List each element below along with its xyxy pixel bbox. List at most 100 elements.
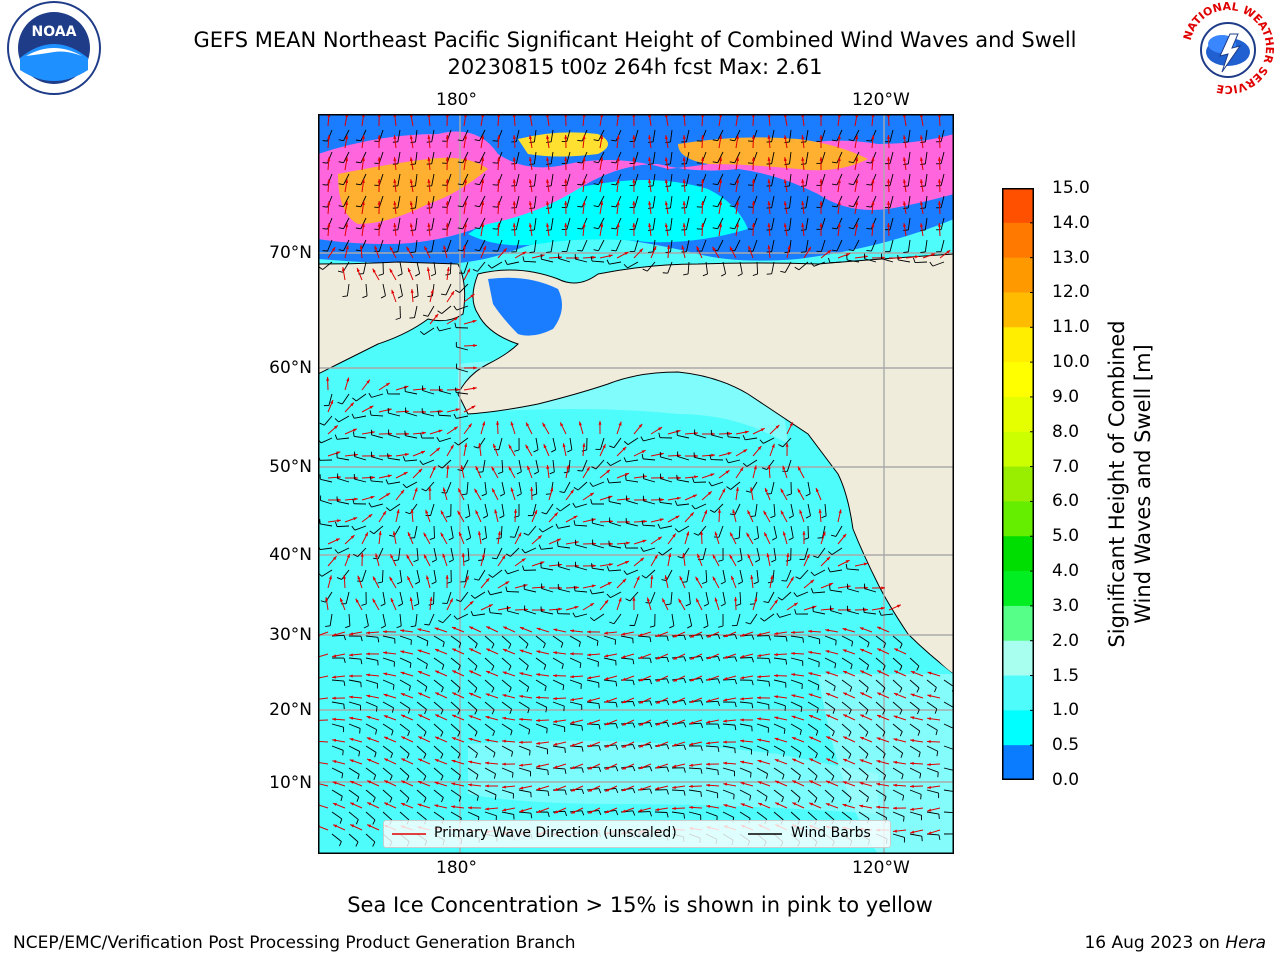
wind-barb-flag [454,441,459,446]
wave-direction-arrowhead [439,409,443,413]
wave-direction-arrowhead [457,510,461,515]
wind-barb-flag [420,433,423,439]
wind-barb [870,195,877,208]
wind-barb-flag [768,635,771,641]
wave-direction-arrowhead [729,554,733,559]
wind-barb-flag [511,751,514,757]
wind-barb [858,635,870,643]
wind-barb [926,723,938,731]
wave-direction-arrowhead [384,758,389,762]
wave-direction-arrowhead [335,538,340,542]
wind-barb [365,701,378,708]
wind-barb [327,239,333,252]
wind-barb [739,723,752,727]
wave-direction-arrowhead [658,427,663,431]
wave-direction-arrowhead [682,223,686,227]
wave-direction-arrowhead [472,386,477,390]
wind-barb [730,481,741,490]
wind-barb [382,283,386,296]
wind-barb [807,789,818,799]
noaa-logo-text: NOAA [32,24,77,40]
wind-barb [620,657,633,660]
wind-barb [405,459,418,462]
wind-barb-flag [492,250,498,252]
wind-barb-flag [491,687,495,693]
wind-barb-flag [590,499,593,505]
wave-direction-arrowhead [492,488,496,493]
wave-direction-arrowhead [485,693,490,697]
wave-direction-arrowhead [482,421,486,426]
wind-barb [388,457,401,461]
colorbar-segment [1002,396,1034,433]
wind-barb [789,129,792,142]
wind-barb [610,591,622,599]
wave-direction-arrowhead [370,495,375,499]
wind-barb [566,217,571,230]
footer-date-text: 16 Aug 2023 on [1084,933,1226,953]
wave-direction-arrowhead [662,598,666,603]
wave-direction-arrowhead [502,762,506,766]
wind-barb-flag [431,581,437,585]
wind-barb [399,811,410,821]
wind-barb [479,173,486,185]
wind-barb [456,346,469,351]
wind-barb-flag [899,643,903,649]
wind-barb-flag [396,581,402,585]
wind-barb [790,789,801,799]
wind-barb [550,195,554,208]
wind-barb [416,283,419,296]
wave-direction-arrowhead [446,465,450,469]
wave-direction-arrowhead [349,695,353,699]
wind-barb [847,610,860,615]
wave-direction-arrowhead [682,201,686,205]
wave-direction-arrowhead [407,532,411,537]
colorbar-segment [1002,710,1034,746]
wind-barb-flag [322,184,328,186]
wind-barb [694,434,707,439]
wind-barb-flag [440,753,444,759]
wave-direction-arrowhead [673,656,678,660]
wind-barb [940,129,945,142]
wind-barb [331,745,344,751]
wind-barb [348,789,359,798]
wind-barb-flag [563,471,569,474]
wave-direction-arrowhead [519,786,524,790]
wave-direction-arrowhead [893,783,897,787]
wind-barb-flag [726,431,729,437]
wave-direction-arrowhead [937,157,942,161]
wind-barb-flag [352,431,355,437]
wind-barb [771,217,775,230]
wave-direction-arrowhead [846,585,851,589]
wind-barb-flag [560,642,564,648]
wind-barb-flag [338,227,344,230]
wind-barb-flag [666,657,670,663]
wave-direction-arrowhead [587,676,592,680]
wind-barb [343,239,350,251]
wind-barb [458,437,469,446]
wind-barb [575,258,588,263]
wind-barb-flag [598,788,602,794]
wind-barb [646,261,656,272]
wind-barb-flag [831,797,835,803]
wind-barb [773,767,785,776]
wind-barb [790,767,801,776]
colorbar-segment [1002,536,1034,572]
wind-barb [450,679,461,689]
wave-direction-arrowhead [626,541,630,545]
wind-barb-flag [455,599,461,602]
wave-direction-arrowhead [546,135,550,140]
wave-direction-arrowhead [570,675,574,679]
wave-direction-arrowhead [855,201,859,206]
wave-direction-arrowhead [837,135,841,139]
wave-direction-arrowhead [570,698,575,702]
wave-direction-arrowhead [946,250,951,254]
wind-barb-flag [649,700,653,706]
wind-barb-flag [525,643,529,649]
wind-barb-flag [883,643,886,649]
wind-barb-flag [866,664,870,670]
wind-barb [717,173,724,185]
wind-barbs-legend-line [748,833,782,835]
wind-barb [907,195,911,208]
wind-barb-flag [665,141,671,144]
wind-barb-flag [712,139,718,142]
